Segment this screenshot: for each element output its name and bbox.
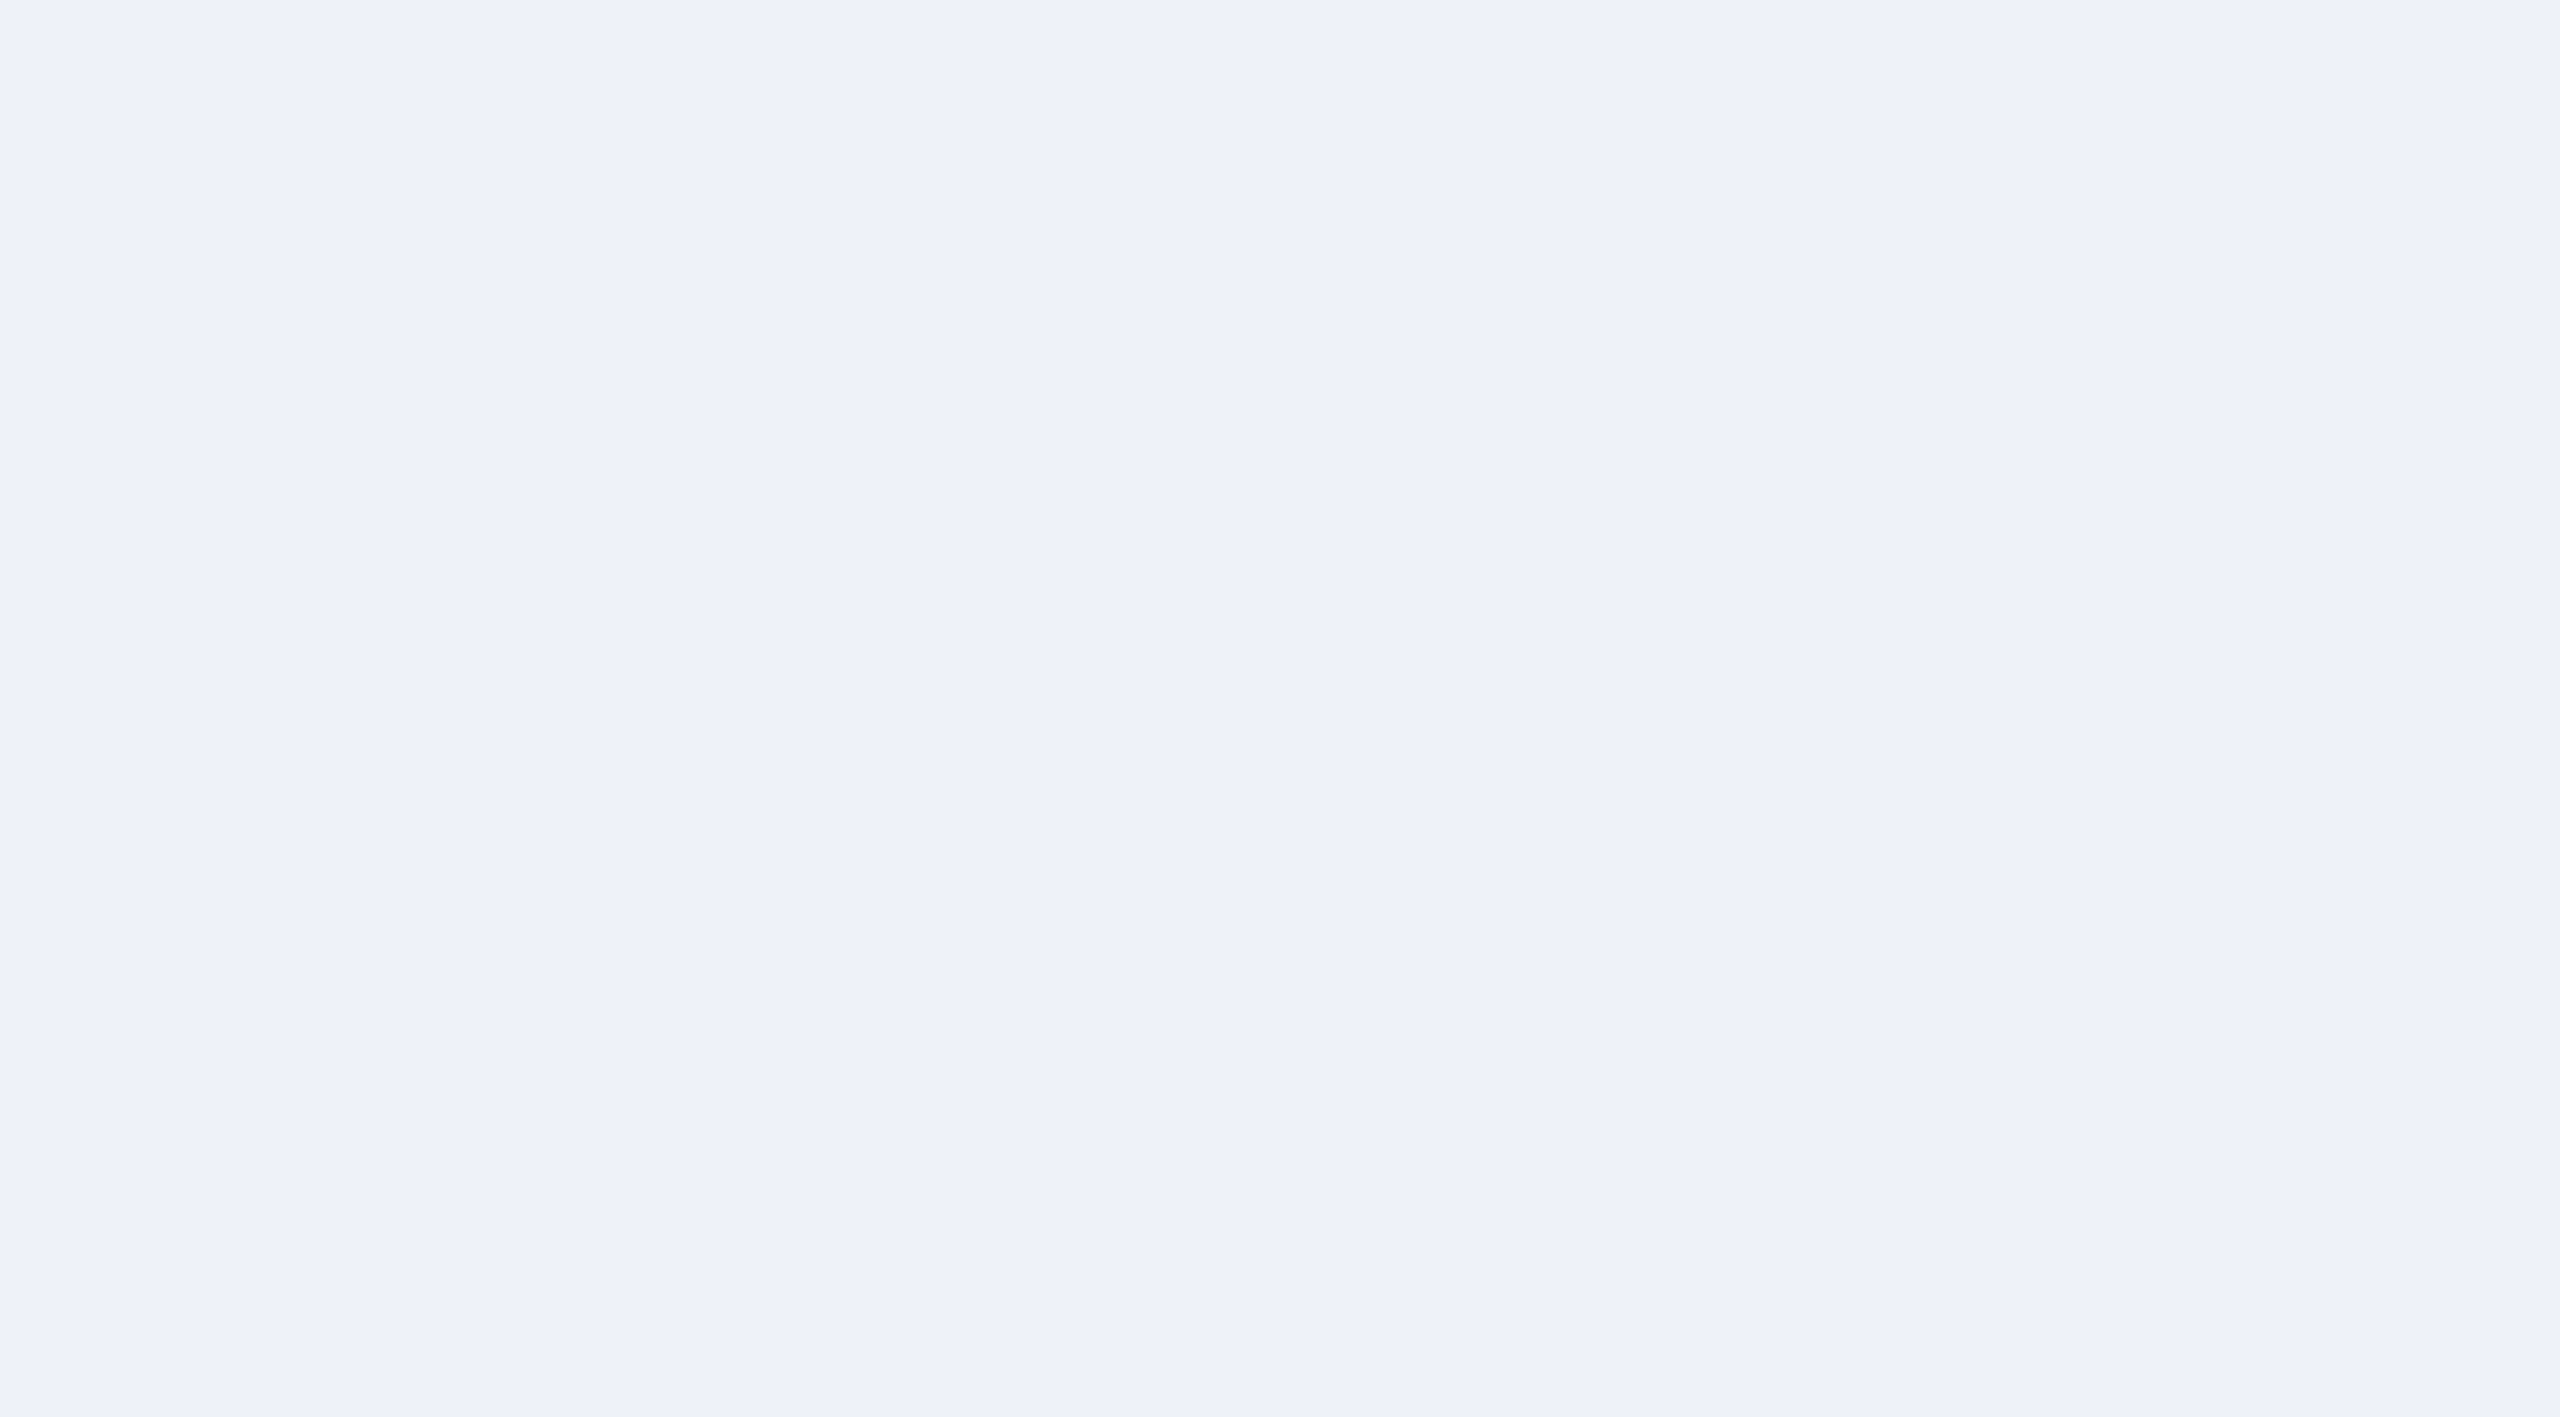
- org-chart-svg: [0, 0, 2560, 1417]
